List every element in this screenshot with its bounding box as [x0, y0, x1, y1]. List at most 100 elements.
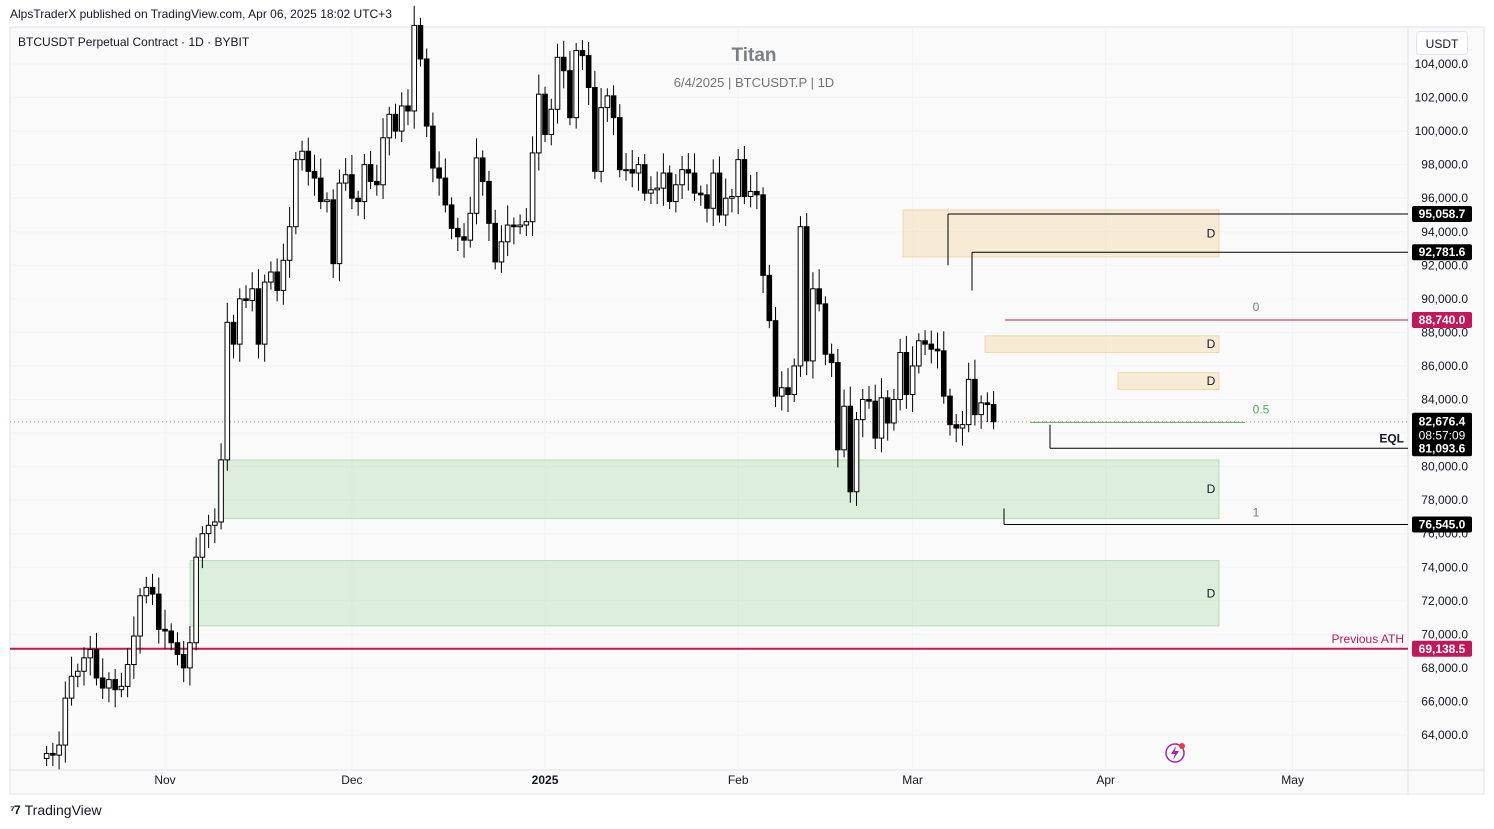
x-tick-label: Feb	[728, 773, 749, 787]
y-tick-label: 98,000.0	[1421, 158, 1468, 172]
price-label: 81,093.6	[1419, 441, 1466, 455]
zone-label: D	[1207, 374, 1216, 388]
y-tick-label: 92,000.0	[1421, 258, 1468, 272]
candle-body	[417, 24, 424, 60]
candle-body	[461, 236, 467, 241]
candle-body	[380, 137, 386, 186]
candle-body	[386, 113, 393, 139]
currency-button[interactable]: USDT	[1416, 31, 1468, 55]
candle-body	[598, 107, 604, 172]
candle-body	[604, 95, 611, 109]
y-tick-label: 100,000.0	[1415, 124, 1469, 138]
candle-body	[299, 150, 305, 161]
candle-body	[455, 227, 461, 238]
price-label: 76,545.0	[1419, 518, 1466, 532]
y-tick-label: 78,000.0	[1421, 493, 1468, 507]
price-label: 92,781.6	[1419, 245, 1466, 259]
symbol-legend[interactable]: BTCUSDT Perpetual Contract · 1D · BYBIT	[18, 35, 250, 49]
candle-body	[124, 664, 131, 687]
price-label-bg	[1412, 311, 1472, 328]
candle-body	[816, 288, 822, 305]
candle-body	[754, 190, 760, 196]
candle-body	[205, 524, 212, 535]
candle-body	[704, 194, 710, 209]
candle-body	[62, 697, 69, 746]
candle-body	[224, 321, 231, 461]
candle-body	[785, 387, 791, 395]
candle-body	[511, 224, 517, 228]
candle-body	[592, 86, 598, 172]
zone-label: D	[1207, 586, 1216, 600]
candle-body	[847, 405, 854, 493]
candle-body	[934, 348, 941, 352]
y-tick-label: 66,000.0	[1421, 694, 1468, 708]
candle-body	[405, 105, 411, 112]
candle-body	[467, 212, 474, 241]
candle-body	[803, 226, 810, 362]
x-tick-label: 2025	[532, 773, 559, 787]
candle-body	[903, 352, 910, 395]
candle-body	[442, 177, 449, 206]
candle-body	[859, 399, 866, 421]
lightning-icon	[1165, 743, 1185, 763]
supply-zone	[1117, 372, 1220, 390]
price-label: 69,138.5	[1419, 642, 1466, 656]
candle-body	[324, 199, 330, 203]
candle-body	[261, 281, 268, 345]
x-tick-label: Dec	[341, 773, 362, 787]
candle-body	[305, 150, 312, 172]
candle-body	[106, 679, 112, 689]
price-label-bg	[1412, 205, 1472, 222]
demand-zone	[217, 459, 1220, 520]
candle-body	[293, 159, 299, 228]
candle-body	[536, 93, 542, 154]
zone-label: D	[1207, 337, 1216, 351]
candle-body	[187, 642, 193, 669]
candle-body	[697, 192, 704, 196]
candle-body	[984, 402, 991, 406]
watermark-subtitle: 6/4/2025 | BTCUSDT.P | 1D	[673, 75, 835, 90]
demand-zone	[189, 560, 1220, 627]
lightning-icon-bolt	[1171, 746, 1179, 760]
candle-body	[691, 172, 698, 194]
candle-body	[81, 657, 87, 672]
candle-body	[897, 352, 903, 400]
candle-body	[710, 172, 717, 209]
y-tick-label: 102,000.0	[1415, 91, 1469, 105]
candle-body	[87, 648, 94, 659]
candle-body	[473, 157, 480, 214]
candle-body	[398, 105, 405, 132]
candle-body	[523, 221, 530, 226]
candle-body	[810, 288, 816, 362]
y-tick-label: 90,000.0	[1421, 292, 1468, 306]
candle-body	[573, 50, 579, 119]
candle-body	[349, 174, 355, 199]
candle-body	[504, 224, 511, 243]
candle-body	[542, 93, 548, 135]
candle-body	[137, 595, 143, 637]
candle-body	[679, 169, 685, 186]
tradingview-logo[interactable]: ⁷7 TradingView	[10, 802, 102, 818]
candle-body	[486, 180, 492, 224]
candle-body	[529, 152, 536, 223]
y-tick-label: 70,000.0	[1421, 627, 1468, 641]
previous-ath-label: Previous ATH	[1332, 632, 1404, 646]
x-tick-label: Mar	[902, 773, 923, 787]
candle-body	[268, 271, 274, 283]
price-label-bg	[1412, 516, 1472, 533]
y-tick-label: 86,000.0	[1421, 359, 1468, 373]
candle-body	[436, 167, 442, 179]
candle-body	[760, 194, 766, 276]
candle-body	[940, 350, 947, 397]
candle-body	[841, 405, 847, 451]
candle-body	[199, 533, 206, 558]
candle-body	[828, 353, 835, 364]
candle-body	[716, 172, 723, 216]
candle-body	[623, 169, 629, 172]
candle-body	[230, 321, 237, 345]
candle-body	[448, 204, 455, 229]
candle-body	[517, 224, 523, 228]
candle-body	[891, 399, 897, 424]
candle-body	[947, 395, 953, 426]
